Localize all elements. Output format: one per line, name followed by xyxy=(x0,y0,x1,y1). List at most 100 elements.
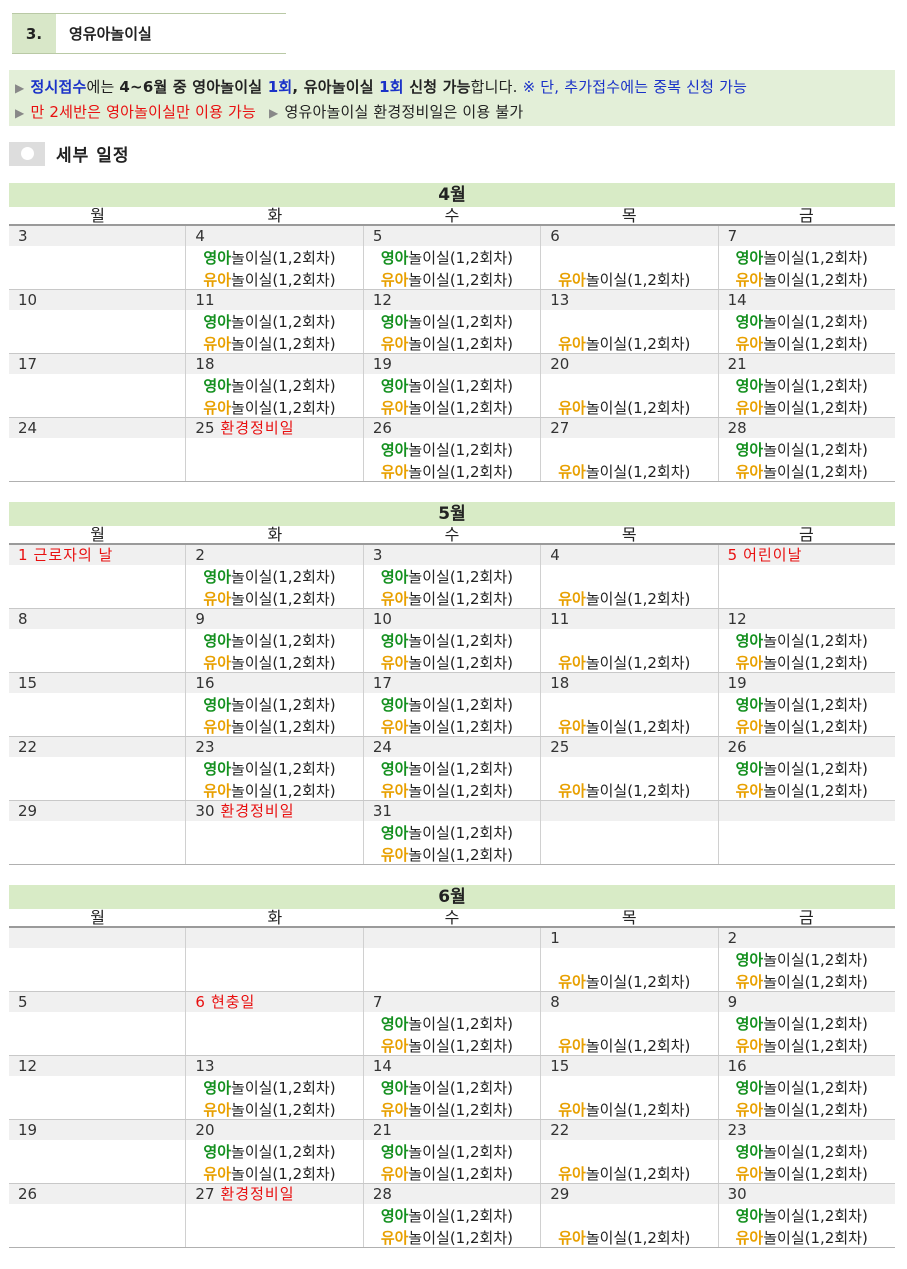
day-cell: 15 유아놀이실(1,2회차) xyxy=(541,1056,719,1119)
infant-room-session-prefix: 영아 xyxy=(203,1079,232,1097)
toddler-room-session: 유아놀이실(1,2회차) xyxy=(558,269,690,290)
infant-room-session-suffix: 놀이실(1,2회차) xyxy=(408,249,513,267)
day-cell: 19 xyxy=(9,1120,187,1183)
day-cell: 17 영아놀이실(1,2회차) 유아놀이실(1,2회차) xyxy=(363,673,542,736)
day-number: 19 xyxy=(18,1121,38,1139)
infant-room-session-prefix: 영아 xyxy=(380,377,409,395)
weekday-header: 수 xyxy=(444,206,460,225)
day-cell: 28 영아놀이실(1,2회차) 유아놀이실(1,2회차) xyxy=(718,418,896,481)
toddler-room-session: 유아놀이실(1,2회차) xyxy=(203,1163,335,1184)
toddler-room-session: 유아놀이실(1,2회차) xyxy=(736,397,868,418)
day-number: 18 xyxy=(550,674,570,692)
toddler-room-session: 유아놀이실(1,2회차) xyxy=(381,780,513,801)
month-calendar: 6월 월 화 수 목 금 1 유아놀이실(1,2회차) 2 영아놀이실(1,2회차) 유아놀이실(1… xyxy=(9,885,896,1248)
toddler-room-session-suffix: 놀이실(1,2회차) xyxy=(408,1229,513,1247)
day-number: 24 xyxy=(18,419,38,437)
infant-room-session: 영아놀이실(1,2회차) xyxy=(381,311,513,332)
infant-room-session: 영아놀이실(1,2회차) xyxy=(736,439,868,460)
weekday-header: 수 xyxy=(444,525,460,544)
infant-room-session-prefix: 영아 xyxy=(735,1079,764,1097)
weekday-header: 화 xyxy=(267,908,283,927)
infant-room-session: 영아놀이실(1,2회차) xyxy=(381,630,513,651)
weekday-header: 수 xyxy=(444,908,460,927)
infant-room-session: 영아놀이실(1,2회차) xyxy=(203,566,335,587)
toddler-room-session: 유아놀이실(1,2회차) xyxy=(558,397,690,418)
day-header: 19 xyxy=(363,354,541,374)
day-number: 4 xyxy=(195,227,205,245)
triangle-right-icon: ▶ xyxy=(15,81,25,95)
day-cell: 9 영아놀이실(1,2회차) 유아놀이실(1,2회차) xyxy=(718,992,896,1055)
day-header: 5 xyxy=(9,992,186,1012)
toddler-room-session-suffix: 놀이실(1,2회차) xyxy=(763,1229,868,1247)
day-cell: 23 영아놀이실(1,2회차) 유아놀이실(1,2회차) xyxy=(718,1120,896,1183)
day-cell: 6 유아놀이실(1,2회차) xyxy=(541,226,719,290)
toddler-room-session-prefix: 유아 xyxy=(203,654,232,672)
day-header: 12 xyxy=(718,609,896,629)
week-row: 26 27 환경정비일 28 영아놀이실(1,2회차) 유아놀이실(1,2회차) 29 유아놀… xyxy=(9,1184,896,1248)
notice-age-restriction: 만 2세반은 영아놀이실만 이용 가능 xyxy=(30,103,257,121)
toddler-room-session-prefix: 유아 xyxy=(380,782,409,800)
day-number: 12 xyxy=(372,291,392,309)
day-cell: 27 환경정비일 xyxy=(186,1184,364,1247)
infant-room-session: 영아놀이실(1,2회차) xyxy=(203,758,335,779)
toddler-room-session: 유아놀이실(1,2회차) xyxy=(736,716,868,737)
toddler-room-session-prefix: 유아 xyxy=(558,271,586,289)
week-row: 1 근로자의 날 2 영아놀이실(1,2회차) 유아놀이실(1,2회차) 3 영아놀이실(1… xyxy=(9,545,896,609)
day-header: 25 환경정비일 xyxy=(186,418,363,438)
day-cell: 29 xyxy=(9,801,187,864)
toddler-room-session-suffix: 놀이실(1,2회차) xyxy=(763,1101,868,1119)
infant-room-session-prefix: 영아 xyxy=(380,696,409,714)
day-header: 15 xyxy=(541,1056,718,1076)
day-number: 18 xyxy=(195,355,215,373)
toddler-room-session: 유아놀이실(1,2회차) xyxy=(381,461,513,482)
toddler-room-session-suffix: 놀이실(1,2회차) xyxy=(231,654,336,672)
day-number: 21 xyxy=(727,355,747,373)
weekday-header: 월 xyxy=(90,908,105,927)
week-row: 10 11 영아놀이실(1,2회차) 유아놀이실(1,2회차) 12 영아놀이실(1,2회… xyxy=(9,290,896,354)
toddler-room-session: 유아놀이실(1,2회차) xyxy=(203,652,335,673)
day-header: 23 xyxy=(186,737,363,757)
day-header: 8 xyxy=(9,609,186,629)
day-cell: 30 영아놀이실(1,2회차) 유아놀이실(1,2회차) xyxy=(718,1184,896,1247)
notice-text: 합니다. xyxy=(470,78,523,96)
toddler-room-session-suffix: 놀이실(1,2회차) xyxy=(231,271,336,289)
infant-room-session-prefix: 영아 xyxy=(380,1079,409,1097)
toddler-room-session-prefix: 유아 xyxy=(203,271,232,289)
toddler-room-session: 유아놀이실(1,2회차) xyxy=(381,1035,513,1056)
day-cell: 5 xyxy=(9,992,187,1055)
day-number: 3 xyxy=(18,227,28,245)
infant-room-session-prefix: 영아 xyxy=(735,1143,764,1161)
day-header: 24 xyxy=(363,737,541,757)
infant-room-session-suffix: 놀이실(1,2회차) xyxy=(763,1143,868,1161)
toddler-room-session-prefix: 유아 xyxy=(735,1165,764,1183)
infant-room-session-suffix: 놀이실(1,2회차) xyxy=(408,568,513,586)
day-cell: 29 유아놀이실(1,2회차) xyxy=(541,1184,719,1247)
infant-room-session: 영아놀이실(1,2회차) xyxy=(736,758,868,779)
day-number: 31 xyxy=(372,802,392,820)
day-number: 12 xyxy=(18,1057,38,1075)
toddler-room-session-prefix: 유아 xyxy=(380,1165,409,1183)
infant-room-session: 영아놀이실(1,2회차) xyxy=(736,630,868,651)
toddler-room-session-prefix: 유아 xyxy=(203,1165,232,1183)
day-number: 14 xyxy=(727,291,747,309)
month-title: 6월 xyxy=(9,885,895,909)
weekday-header: 금 xyxy=(799,908,814,927)
circle-bullet-icon xyxy=(9,141,45,166)
month-calendar: 5월 월 화 수 목 금 1 근로자의 날 2 영아놀이실(1,2회차) 유아놀이실(1,2회차) 3… xyxy=(9,502,896,865)
day-number: 2 xyxy=(727,929,738,947)
toddler-room-session-suffix: 놀이실(1,2회차) xyxy=(408,718,513,736)
infant-room-session-suffix: 놀이실(1,2회차) xyxy=(231,696,336,714)
infant-room-session-suffix: 놀이실(1,2회차) xyxy=(231,760,336,778)
day-cell: 26 영아놀이실(1,2회차) 유아놀이실(1,2회차) xyxy=(718,737,896,800)
day-cell: 2 영아놀이실(1,2회차) 유아놀이실(1,2회차) xyxy=(186,545,364,608)
day-cell: 19 영아놀이실(1,2회차) 유아놀이실(1,2회차) xyxy=(718,673,896,737)
day-header: 11 xyxy=(541,609,718,629)
day-cell: 5 어린이날 xyxy=(718,545,896,608)
infant-room-session-suffix: 놀이실(1,2회차) xyxy=(763,632,868,650)
toddler-room-session: 유아놀이실(1,2회차) xyxy=(203,716,335,737)
toddler-room-session-prefix: 유아 xyxy=(558,1165,586,1183)
day-header: 3 xyxy=(363,545,541,565)
toddler-room-session-suffix: 놀이실(1,2회차) xyxy=(763,1165,868,1183)
weekday-header: 화 xyxy=(267,206,283,225)
triangle-right-icon: ▶ xyxy=(269,106,279,120)
